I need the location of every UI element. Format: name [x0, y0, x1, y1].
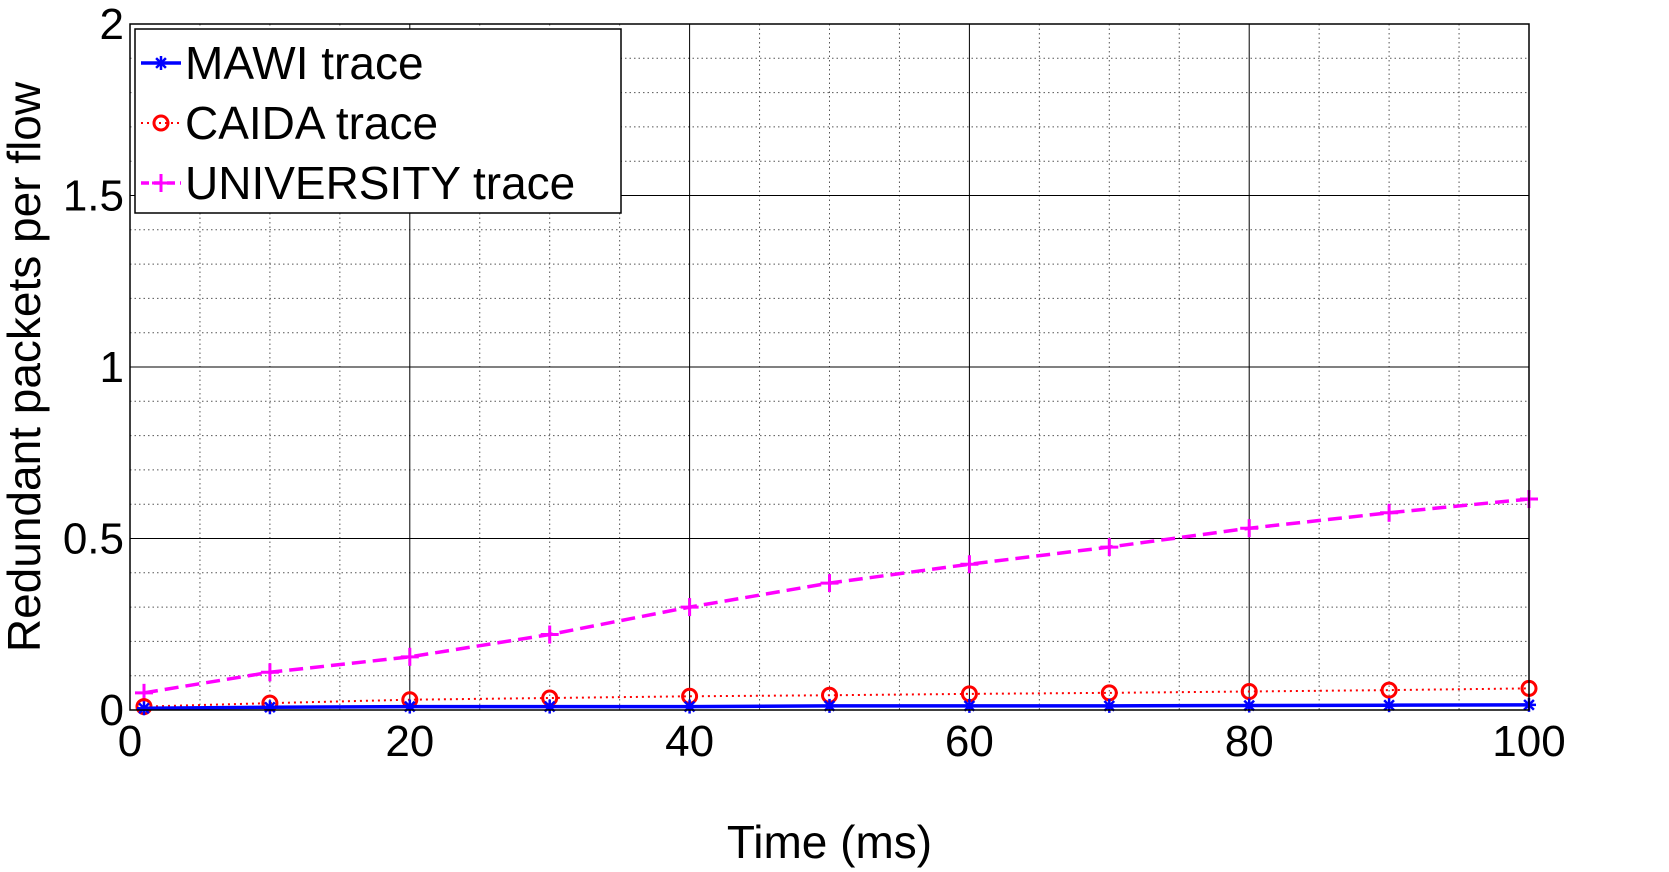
marker-stroke: [1103, 700, 1116, 712]
data-point: [1242, 698, 1257, 713]
y-tick-label: 0: [100, 686, 124, 735]
data-point: [540, 625, 559, 644]
y-tick-label: 0.5: [63, 515, 124, 564]
data-point: [680, 598, 699, 617]
plot-frame: [129, 23, 1530, 711]
x-tick-label: 40: [665, 717, 714, 766]
series-layer: [134, 490, 1538, 716]
data-point: [960, 555, 979, 574]
minor-grid: [130, 24, 1529, 710]
legend-label-university-trace: UNIVERSITY trace: [185, 157, 575, 209]
data-point: [1380, 503, 1399, 522]
series-caida-trace: [135, 679, 1538, 716]
x-tick-label: 60: [945, 717, 994, 766]
series-mawi-trace: [136, 697, 1536, 716]
y-tick-label: 1.5: [63, 172, 124, 221]
data-point: [1380, 681, 1398, 699]
data-point: [402, 699, 417, 714]
y-axis-ticks: 0 0.5 1 1.5 2: [63, 0, 124, 735]
marker-stroke: [1383, 699, 1395, 711]
x-axis-label: Time (ms): [727, 816, 932, 868]
marker-stroke: [963, 700, 976, 712]
data-point: [260, 663, 279, 682]
marker-stroke: [1243, 699, 1255, 712]
x-tick-label: 0: [118, 717, 142, 766]
x-tick-label: 100: [1492, 717, 1565, 766]
data-point: [1240, 682, 1258, 700]
data-point: [1100, 538, 1119, 557]
marker-stroke: [138, 702, 150, 715]
data-point: [136, 701, 151, 716]
data-point: [1102, 698, 1117, 713]
series-line-university-trace: [143, 497, 1530, 695]
legend-label-caida-trace: CAIDA trace: [185, 97, 438, 149]
data-point: [962, 698, 977, 713]
data-point: [1240, 519, 1259, 538]
marker-stroke: [155, 57, 167, 69]
legend-marker-university-trace: [152, 174, 170, 192]
legend: MAWI trace CAIDA trace UNIVERSITY trace: [134, 28, 622, 214]
data-point: [400, 647, 419, 666]
legend-label-mawi-trace: MAWI trace: [185, 37, 424, 89]
x-axis-ticks: 0 20 40 60 80 100: [118, 717, 1566, 766]
y-axis-label: Redundant packets per flow: [0, 81, 50, 652]
x-tick-label: 80: [1225, 717, 1274, 766]
series-line-caida-trace: [143, 687, 1530, 708]
data-point: [820, 574, 839, 593]
legend-marker-caida-trace: [152, 114, 170, 132]
series-university-trace: [134, 490, 1538, 702]
y-tick-label: 2: [100, 0, 124, 49]
legend-box: [134, 28, 622, 214]
x-tick-label: 20: [385, 717, 434, 766]
marker-stroke: [823, 700, 836, 712]
legend-marker-mawi-trace: [154, 56, 168, 70]
y-tick-label: 1: [100, 343, 124, 392]
